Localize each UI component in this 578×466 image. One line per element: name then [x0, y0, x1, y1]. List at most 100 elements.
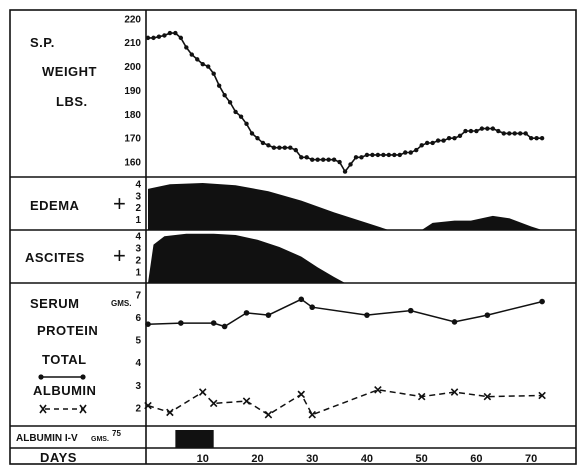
weight-point: [518, 131, 523, 136]
albumin-point: [209, 399, 218, 408]
weight-point: [403, 150, 408, 155]
weight-point: [359, 155, 364, 160]
weight-point: [206, 64, 211, 69]
ascites-tick-label: 3: [135, 244, 141, 255]
weight-point: [260, 140, 266, 146]
albumin-point: [242, 397, 251, 405]
weight-point: [419, 143, 424, 148]
weight-point: [370, 152, 375, 158]
ascites-tick-label: 1: [135, 268, 141, 279]
days-label: DAYS: [40, 450, 77, 465]
weight-tick-label: 180: [124, 110, 141, 121]
weight-point: [441, 138, 446, 143]
weight-line: [148, 32, 543, 174]
x-tick-label: 30: [306, 453, 318, 465]
total-protein-point: [451, 319, 458, 325]
weight-point: [211, 71, 216, 76]
weight-point: [151, 35, 156, 41]
weight-point: [195, 57, 200, 62]
albumin-iv-bar: [175, 430, 214, 448]
albumin-point: [144, 401, 152, 410]
albumin-iv-value: 75: [112, 429, 121, 438]
total-protein-point: [210, 320, 217, 326]
edema-plus-sign: +: [113, 191, 126, 216]
ascites-plus-sign: +: [113, 243, 126, 268]
total-protein-point: [364, 312, 370, 318]
edema-tick-label: 1: [135, 215, 141, 226]
weight-point: [162, 33, 167, 38]
weight-label-lbs: LBS.: [56, 94, 88, 109]
weight-point: [507, 131, 512, 136]
albumin-line: [147, 389, 543, 416]
albumin-point: [538, 391, 546, 400]
weight-point: [337, 159, 342, 165]
weight-point: [342, 169, 348, 174]
weight-point: [490, 126, 496, 131]
edema-tick-label: 4: [135, 180, 141, 191]
weight-point: [156, 34, 162, 39]
weight-point: [315, 157, 320, 162]
protein-tick-label: 7: [135, 290, 141, 301]
weight-point: [424, 140, 430, 146]
total-protein-line: [147, 298, 543, 328]
weight-point: [173, 30, 178, 36]
weight-point: [331, 157, 337, 162]
weight-point: [512, 131, 517, 136]
weight-point: [238, 114, 244, 119]
weight-point: [227, 100, 233, 105]
weight-point: [167, 30, 173, 36]
edema-tick-label: 3: [135, 191, 141, 202]
ascites-tick-label: 2: [135, 256, 141, 267]
weight-point: [496, 128, 501, 134]
total-protein-point: [484, 312, 491, 318]
albumin-iv-label: ALBUMIN I-V: [16, 433, 78, 444]
edema-tick-label: 2: [135, 203, 141, 214]
albumin-iv-row: ALBUMIN I-V GMS. 75: [16, 429, 214, 448]
total-protein-point: [298, 296, 305, 303]
weight-point: [485, 126, 490, 131]
albumin-point: [264, 410, 273, 419]
protein-label-albumin: ALBUMIN: [33, 383, 96, 398]
protein-tick-label: 4: [135, 358, 141, 369]
protein-tick-label: 5: [135, 336, 141, 347]
weight-point: [435, 138, 441, 143]
weight-point: [468, 128, 474, 134]
edema-label: EDEMA: [30, 198, 80, 213]
weight-point: [414, 147, 419, 153]
albumin-point: [166, 408, 174, 417]
weight-point: [304, 155, 309, 160]
legend-albumin-marker: [39, 404, 87, 414]
weight-point: [397, 152, 402, 158]
weight-point: [408, 150, 413, 155]
weight-point: [266, 143, 271, 148]
protein-tick-label: 2: [135, 403, 141, 414]
weight-point: [326, 157, 331, 162]
weight-point: [348, 162, 353, 167]
ascites-tick-label: 4: [135, 232, 141, 243]
weight-label-weight: WEIGHT: [42, 64, 97, 79]
total-protein-point: [178, 320, 184, 326]
albumin-point: [483, 392, 492, 401]
weight-point: [479, 126, 485, 131]
albumin-point: [308, 410, 316, 419]
x-tick-label: 20: [251, 453, 263, 465]
weight-point: [249, 131, 255, 136]
weight-point: [523, 131, 528, 136]
weight-point: [364, 152, 370, 158]
weight-tick-label: 200: [124, 62, 141, 73]
weight-tick-label: 170: [124, 134, 141, 145]
weight-point: [353, 155, 359, 160]
weight-point: [271, 145, 277, 150]
albumin-point: [450, 388, 459, 396]
protein-label-protein: PROTEIN: [37, 323, 98, 338]
albumin-point: [198, 388, 207, 396]
total-protein-point: [265, 312, 272, 318]
days-axis: DAYS 10 20 30 40 50 60 70: [40, 450, 537, 465]
protein-tick-label: 6: [135, 313, 141, 324]
weight-tick-label: 160: [124, 158, 141, 169]
weight-point: [320, 157, 326, 162]
weight-point: [277, 145, 282, 150]
weight-point: [244, 121, 249, 127]
